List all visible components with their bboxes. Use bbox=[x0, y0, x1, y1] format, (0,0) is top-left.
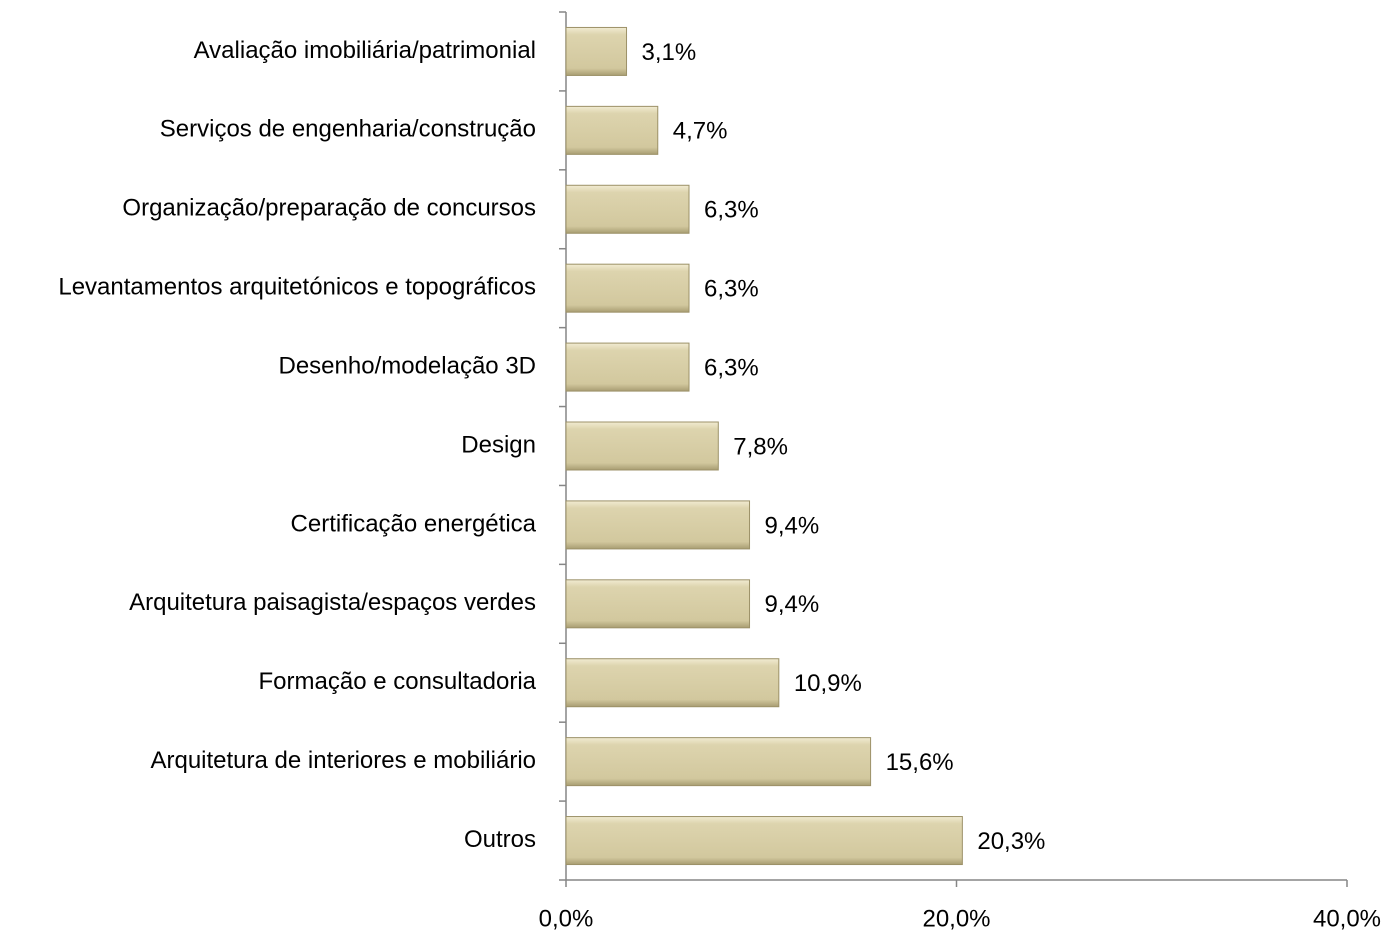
x-tick-label: 20,0% bbox=[922, 905, 990, 932]
bar bbox=[565, 105, 659, 155]
y-tick-label: Organização/preparação de concursos bbox=[122, 195, 536, 222]
value-label: 9,4% bbox=[765, 591, 820, 618]
value-label: 10,9% bbox=[794, 670, 862, 697]
x-tick-label: 40,0% bbox=[1313, 905, 1381, 932]
bar bbox=[565, 184, 690, 234]
bar bbox=[565, 816, 963, 866]
bar bbox=[565, 263, 690, 313]
y-tick-label: Arquitetura paisagista/espaços verdes bbox=[129, 589, 536, 616]
value-label: 20,3% bbox=[977, 828, 1045, 855]
value-label: 4,7% bbox=[673, 118, 728, 145]
value-label: 3,1% bbox=[642, 39, 697, 66]
y-tick-label: Arquitetura de interiores e mobiliário bbox=[150, 747, 536, 774]
bar bbox=[565, 342, 690, 392]
value-label: 15,6% bbox=[886, 749, 954, 776]
y-tick-label: Avaliação imobiliária/patrimonial bbox=[194, 37, 536, 64]
bar bbox=[565, 26, 628, 76]
y-tick-label: Serviços de engenharia/construção bbox=[160, 116, 536, 143]
bar bbox=[565, 421, 719, 471]
value-label: 7,8% bbox=[733, 433, 788, 460]
y-tick-label: Outros bbox=[464, 826, 536, 853]
y-tick-label: Levantamentos arquitetónicos e topográfi… bbox=[58, 274, 536, 301]
value-label: 6,3% bbox=[704, 354, 759, 381]
value-label: 6,3% bbox=[704, 276, 759, 303]
bar bbox=[565, 579, 751, 629]
bar bbox=[565, 500, 751, 550]
bar bbox=[565, 658, 780, 708]
y-tick-label: Certificação energética bbox=[291, 510, 537, 537]
bar bbox=[565, 737, 872, 787]
value-label: 6,3% bbox=[704, 197, 759, 224]
y-tick-label: Desenho/modelação 3D bbox=[279, 352, 537, 379]
x-tick-label: 0,0% bbox=[539, 905, 594, 932]
value-label: 9,4% bbox=[765, 512, 820, 539]
y-tick-label: Formação e consultadoria bbox=[259, 668, 537, 695]
y-tick-label: Design bbox=[461, 431, 536, 458]
